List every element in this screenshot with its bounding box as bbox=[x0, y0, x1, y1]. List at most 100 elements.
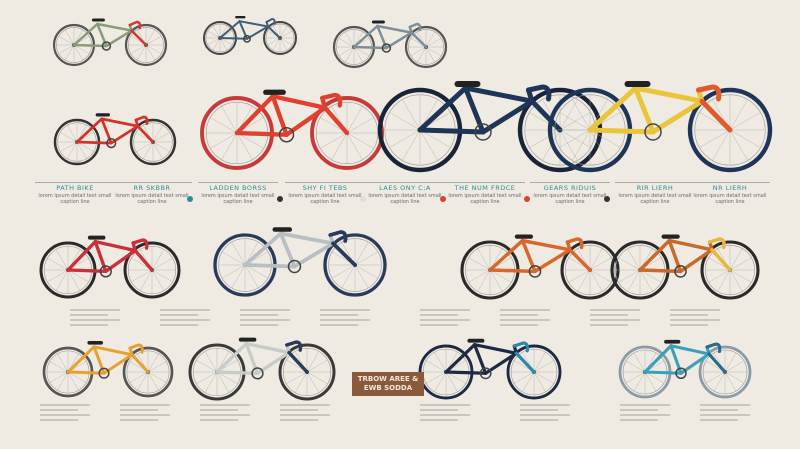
wheel bbox=[687, 87, 773, 173]
wheel bbox=[310, 96, 384, 170]
handlebar bbox=[320, 92, 343, 108]
wheel bbox=[404, 25, 448, 69]
bicycle bbox=[213, 227, 387, 297]
handlebar bbox=[128, 20, 142, 30]
frame-tube bbox=[643, 370, 683, 375]
frame-tube bbox=[219, 37, 248, 40]
frame-tube bbox=[643, 344, 673, 374]
frame-tube bbox=[92, 345, 134, 357]
chainring bbox=[479, 367, 492, 380]
frame-tube bbox=[243, 231, 283, 267]
chainring bbox=[106, 137, 117, 149]
frame-tube bbox=[352, 24, 379, 49]
wheel bbox=[323, 233, 387, 297]
bicycle bbox=[42, 341, 174, 398]
bicycle bbox=[332, 20, 448, 69]
chainring bbox=[474, 123, 492, 141]
bicycle bbox=[377, 81, 603, 173]
marker-dot bbox=[440, 196, 446, 202]
frame-tube bbox=[215, 341, 248, 374]
frame-tube bbox=[100, 117, 140, 128]
frame-tube bbox=[520, 238, 572, 252]
frame-tube bbox=[514, 351, 536, 374]
frame-tube bbox=[75, 140, 113, 145]
frame-tube bbox=[707, 352, 727, 374]
wheel bbox=[506, 344, 562, 400]
bike-label: RR SKBBR lorem ipsum detail text small ca… bbox=[112, 182, 192, 205]
frame-tube bbox=[133, 248, 154, 272]
frame-tube bbox=[287, 350, 309, 374]
wheel bbox=[123, 241, 181, 299]
handlebar bbox=[696, 84, 722, 102]
frame-tube bbox=[234, 94, 275, 136]
frame-tube bbox=[244, 341, 291, 355]
bicycle bbox=[200, 89, 384, 170]
handlebar bbox=[328, 230, 348, 243]
handlebar bbox=[265, 17, 276, 25]
frame-tube bbox=[105, 29, 133, 48]
title-badge: TRBOW AREE & EWB SODDA bbox=[352, 372, 424, 396]
frame-tube bbox=[270, 94, 328, 110]
handlebar bbox=[408, 22, 422, 32]
frame-tube bbox=[417, 85, 468, 133]
chainring bbox=[675, 367, 687, 379]
marker-dot bbox=[524, 196, 530, 202]
frame-tube bbox=[96, 22, 133, 32]
frame-tube bbox=[72, 22, 99, 47]
frame-tube bbox=[410, 31, 428, 49]
chainring bbox=[644, 123, 662, 141]
frame-tube bbox=[678, 248, 714, 274]
frame-tube bbox=[444, 370, 488, 375]
chainring bbox=[674, 265, 687, 278]
chainring bbox=[101, 41, 112, 51]
frame-tube bbox=[650, 98, 705, 135]
frame-tube bbox=[533, 248, 572, 274]
bike-label: SHY FI TEBS lorem ipsum detail text small… bbox=[285, 182, 365, 205]
bike-label: PATH BIKE lorem ipsum detail text small c… bbox=[35, 182, 115, 205]
frame-tube bbox=[488, 238, 525, 272]
frame-tube bbox=[480, 98, 535, 135]
frame-tube bbox=[483, 351, 519, 375]
frame-tube bbox=[255, 350, 291, 376]
bike-label: RIR LIERH lorem ipsum detail text small c… bbox=[615, 182, 695, 205]
frame-tube bbox=[699, 98, 733, 133]
bicycle bbox=[610, 234, 760, 300]
frame-tube bbox=[246, 25, 269, 40]
marker-dot bbox=[187, 196, 193, 202]
handlebar bbox=[526, 84, 552, 102]
frame-tube bbox=[385, 31, 413, 50]
chainring bbox=[287, 259, 302, 274]
frame-tube bbox=[66, 239, 97, 272]
frame-tube bbox=[284, 105, 328, 137]
frame-tube bbox=[417, 127, 486, 135]
frame-tube bbox=[667, 238, 714, 252]
chainring bbox=[251, 367, 264, 380]
wheel bbox=[129, 118, 177, 166]
bike-label: LADDEN BORSS lorem ipsum detail text smal… bbox=[198, 182, 278, 205]
marker-dot bbox=[277, 196, 283, 202]
frame-tube bbox=[66, 345, 96, 374]
frame-tube bbox=[270, 94, 289, 137]
chainring bbox=[243, 34, 251, 43]
bicycle bbox=[39, 235, 181, 299]
marker-dot bbox=[360, 196, 366, 202]
frame-tube bbox=[219, 20, 241, 39]
bicycle bbox=[618, 339, 752, 399]
frame-tube bbox=[66, 370, 106, 375]
chainring bbox=[381, 43, 392, 53]
frame-tube bbox=[669, 344, 711, 356]
bicycle bbox=[188, 337, 336, 401]
frame-tube bbox=[376, 24, 413, 34]
handlebar bbox=[285, 340, 303, 352]
frame-tube bbox=[278, 231, 335, 246]
handlebar bbox=[512, 341, 530, 353]
bike-label: NR LIERH lorem ipsum detail text small ca… bbox=[690, 182, 770, 205]
frame-tube bbox=[638, 268, 683, 274]
chainring bbox=[98, 367, 110, 379]
wheel bbox=[278, 343, 336, 401]
frame-tube bbox=[331, 241, 357, 267]
bicycle bbox=[547, 81, 773, 173]
bike-label: THE NUM FRDCE lorem ipsum detail text sma… bbox=[445, 182, 525, 205]
bicycle bbox=[460, 234, 620, 300]
